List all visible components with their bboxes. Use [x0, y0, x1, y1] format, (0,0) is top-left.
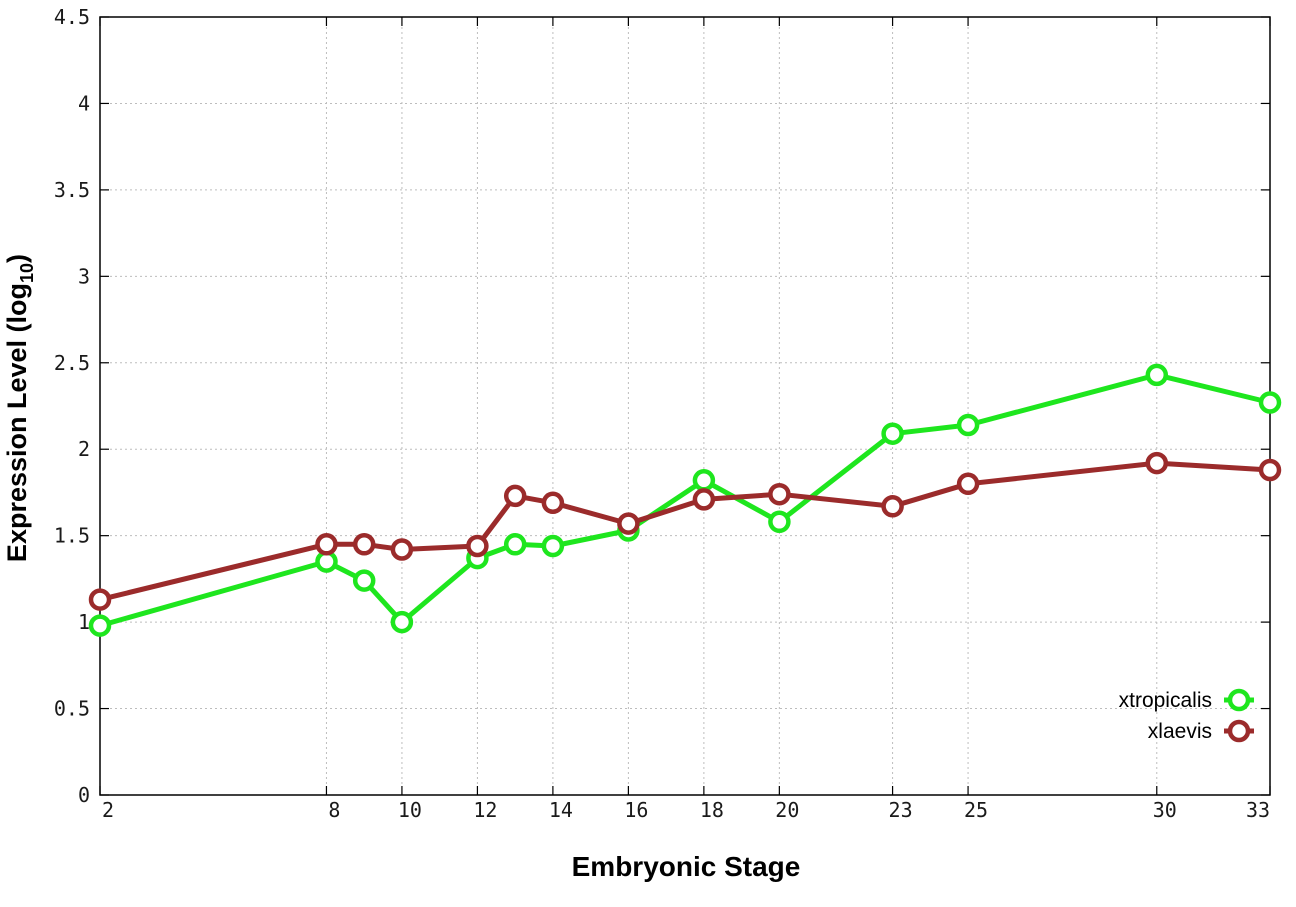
data-point	[466, 534, 489, 558]
x-tick-label: 14	[549, 798, 573, 822]
legend-marker	[1227, 719, 1251, 743]
data-point	[541, 491, 565, 515]
y-tick-label: 3.5	[54, 178, 90, 202]
x-tick-label: 33	[1246, 798, 1270, 822]
legend-marker	[1227, 688, 1251, 712]
data-point	[1258, 458, 1282, 482]
data-point	[1258, 391, 1282, 414]
data-point	[390, 610, 414, 634]
y-axis-title-main: Expression Level (log	[2, 283, 32, 562]
x-tick-label: 25	[964, 798, 988, 822]
series-line	[99, 460, 1271, 603]
x-tick-label: 10	[398, 798, 422, 822]
axis-ticks	[99, 16, 1271, 796]
y-axis-title-close: )	[2, 254, 32, 263]
x-tick-label: 16	[624, 798, 648, 822]
data-point	[617, 512, 640, 535]
data-point	[541, 534, 565, 558]
y-tick-label: 0.5	[54, 697, 90, 721]
x-tick-label: 23	[889, 798, 913, 822]
x-axis-tick-labels: 2 8 10 12 14 16 18 20 23 25 30 33	[102, 798, 1270, 822]
y-tick-label: 4	[78, 91, 90, 115]
series-layer	[88, 363, 1282, 637]
data-point	[503, 533, 527, 556]
x-tick-label: 2	[102, 798, 114, 822]
y-axis-title: Expression Level (log10)	[2, 254, 37, 562]
y-tick-label: 2	[78, 437, 90, 461]
legend: xtropicalis xlaevis	[1119, 688, 1254, 743]
grid-lines	[100, 17, 1270, 795]
data-point	[956, 472, 980, 496]
data-point	[352, 533, 376, 556]
data-point	[1145, 363, 1169, 387]
legend-item-xlaevis: xlaevis	[1148, 719, 1254, 743]
data-point	[88, 588, 112, 611]
y-axis-title-subscript: 10	[17, 263, 37, 283]
x-tick-label: 30	[1153, 798, 1177, 822]
x-tick-label: 8	[328, 798, 340, 822]
data-point	[390, 538, 414, 561]
legend-label: xlaevis	[1148, 720, 1212, 743]
x-tick-label: 20	[775, 798, 799, 822]
legend-item-xtropicalis: xtropicalis	[1119, 688, 1254, 712]
y-tick-label: 1	[78, 610, 90, 634]
series-xlaevis	[88, 451, 1282, 611]
data-point	[503, 484, 527, 508]
data-point	[956, 413, 980, 437]
data-point	[881, 495, 904, 518]
data-point	[692, 488, 716, 511]
y-tick-label: 3	[78, 264, 90, 288]
y-tick-label: 4.5	[54, 5, 90, 29]
y-tick-label: 2.5	[54, 351, 90, 375]
data-point	[315, 533, 338, 556]
y-axis-tick-labels: 0 0.5 1 1.5 2 2.5 3 3.5 4 4.5	[54, 5, 90, 807]
data-point	[1145, 451, 1169, 475]
x-tick-label: 12	[473, 798, 497, 822]
y-tick-label: 0	[78, 783, 90, 807]
data-point	[768, 510, 791, 534]
data-point	[692, 469, 716, 492]
x-tick-label: 18	[700, 798, 724, 822]
data-point	[768, 482, 791, 506]
data-point	[352, 569, 376, 592]
plot-frame	[99, 16, 1271, 796]
y-tick-label: 1.5	[54, 524, 90, 548]
data-point	[881, 422, 904, 445]
legend-label: xtropicalis	[1119, 689, 1212, 712]
data-point	[88, 614, 112, 637]
series-line	[99, 372, 1271, 629]
x-axis-title: Embryonic Stage	[572, 851, 801, 882]
series-xtropicalis	[88, 363, 1282, 637]
